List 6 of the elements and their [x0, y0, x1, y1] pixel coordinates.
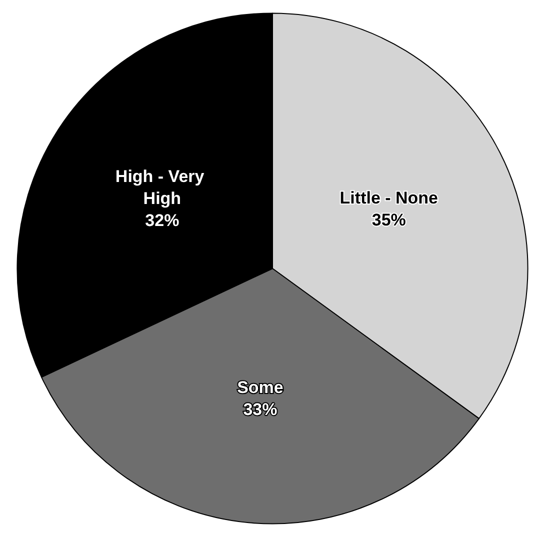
data-label: 33% [243, 400, 278, 420]
slice-label: High - Very High [115, 166, 209, 208]
data-label: 35% [372, 210, 406, 230]
slice-label: Some [237, 378, 284, 398]
slice-label: Little - None [340, 188, 438, 208]
data-label: 32% [145, 210, 180, 230]
